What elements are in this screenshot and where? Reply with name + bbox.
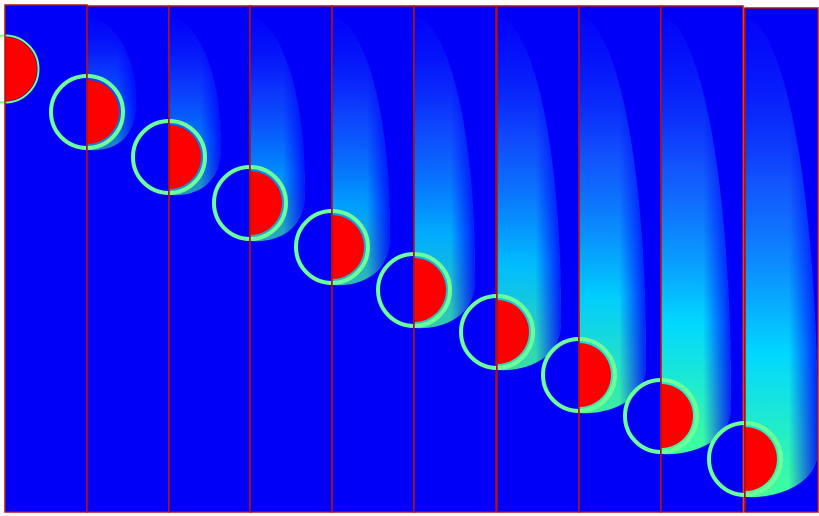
particle bbox=[332, 215, 364, 279]
particle bbox=[169, 125, 201, 189]
frame-divider bbox=[578, 6, 580, 512]
frame-divider bbox=[249, 6, 251, 512]
frame-divider bbox=[413, 6, 415, 512]
frame bbox=[459, 5, 580, 513]
frame bbox=[294, 5, 415, 513]
wake-edge bbox=[661, 16, 731, 455]
frame bbox=[131, 5, 252, 513]
frame-divider bbox=[86, 6, 88, 512]
wake-edge bbox=[497, 16, 561, 371]
frame bbox=[376, 5, 497, 513]
wake-edge bbox=[745, 18, 818, 498]
particle bbox=[414, 258, 446, 322]
frame bbox=[707, 7, 819, 513]
particle bbox=[745, 427, 777, 491]
wake-edge bbox=[579, 16, 646, 414]
frame-divider bbox=[660, 6, 662, 512]
particle bbox=[250, 171, 282, 235]
frame bbox=[212, 5, 333, 513]
particle bbox=[579, 343, 611, 407]
particle bbox=[87, 80, 119, 144]
frame bbox=[541, 5, 662, 513]
frame-divider bbox=[496, 6, 498, 512]
wake-edge bbox=[414, 16, 475, 329]
frame-divider bbox=[168, 6, 170, 512]
frame bbox=[49, 5, 170, 513]
particle bbox=[5, 37, 37, 101]
particle bbox=[497, 300, 529, 364]
frame-divider bbox=[744, 8, 746, 512]
frame-divider bbox=[331, 6, 333, 512]
wake-edge bbox=[332, 16, 390, 286]
frame bbox=[0, 4, 88, 513]
particle bbox=[661, 384, 693, 448]
